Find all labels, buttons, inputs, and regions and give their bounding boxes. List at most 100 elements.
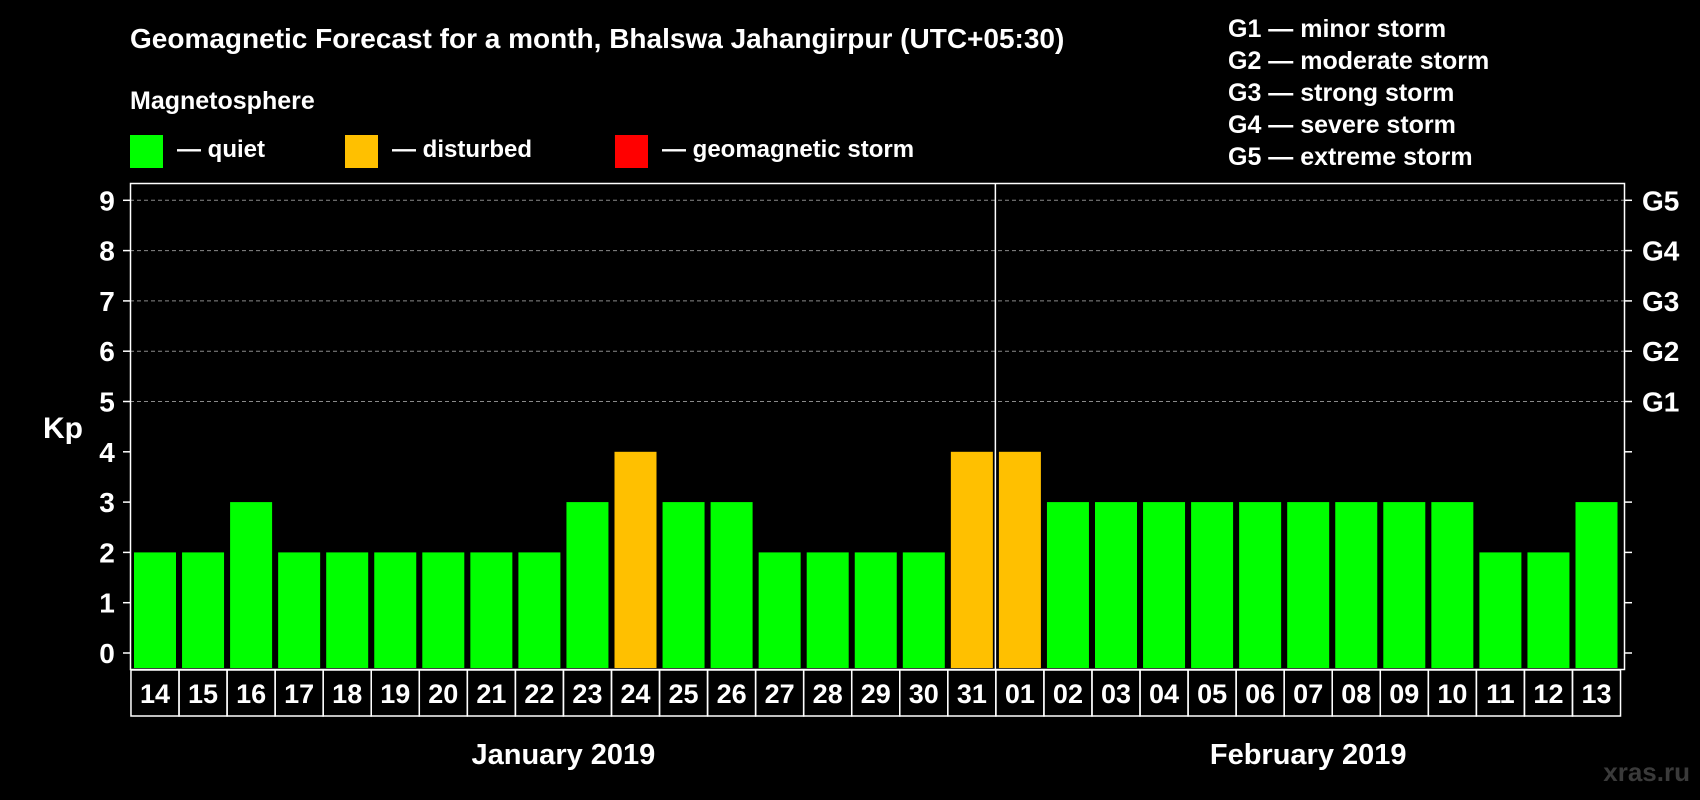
x-tick-label-08-25: 08 [1341, 679, 1371, 709]
bars [134, 451, 1618, 668]
x-tick-label-18-4: 18 [332, 679, 362, 709]
bar-day-26-12 [710, 502, 753, 668]
x-tick-label-03-20: 03 [1101, 679, 1131, 709]
x-tick-label-15-1: 15 [188, 679, 218, 709]
bar-day-10-27 [1431, 502, 1474, 668]
x-tick-label-25-11: 25 [669, 679, 699, 709]
x-tick-label-23-9: 23 [572, 679, 602, 709]
legend-label-quiet: — quiet [177, 136, 265, 163]
bar-day-11-28 [1479, 552, 1522, 668]
bar-day-09-26 [1383, 502, 1426, 668]
bar-day-07-24 [1287, 502, 1330, 668]
x-tick-cell-30 [1571, 669, 1622, 717]
bar-day-22-8 [518, 552, 561, 668]
storm-level-axis: G1 G2 G3 G4 G5 [1625, 185, 1680, 654]
bar-day-21-7 [470, 552, 513, 668]
y-axis-label: Kp [43, 412, 83, 445]
x-tick-label-02-19: 02 [1053, 679, 1083, 709]
x-tick-label-16-2: 16 [236, 679, 266, 709]
y-tick-label-9: 9 [99, 185, 115, 216]
bar-day-03-20 [1095, 502, 1137, 668]
legend: — quiet — disturbed — geomagnetic storm [130, 135, 914, 168]
bar-day-19-5 [374, 552, 417, 668]
x-axis: 14 15 16 17 18 19 20 21 22 23 24 25 26 27 28 29 30 31 01 02… [130, 669, 1622, 717]
legend-swatch-disturbed [345, 135, 378, 168]
bar-day-06-23 [1239, 502, 1282, 668]
bar-day-15-1 [182, 552, 225, 668]
storm-level-label-g3: G3 [1642, 286, 1679, 317]
x-tick-label-26-12: 26 [717, 679, 747, 709]
bar-day-17-3 [278, 552, 321, 668]
x-tick-label-09-26: 09 [1389, 679, 1419, 709]
x-tick-label-04-21: 04 [1149, 679, 1179, 709]
month-label-1: February 2019 [1210, 739, 1407, 771]
y-tick-label-7: 7 [99, 286, 115, 317]
y-tick-label-6: 6 [99, 336, 115, 367]
x-tick-label-29-15: 29 [861, 679, 891, 709]
bar-day-25-11 [662, 502, 705, 668]
storm-description-g5: G5 — extreme storm [1228, 143, 1473, 171]
bar-day-04-21 [1143, 502, 1186, 668]
x-tick-label-01-18: 01 [1005, 679, 1035, 709]
y-tick-label-5: 5 [99, 387, 115, 418]
bar-day-05-22 [1191, 502, 1234, 668]
y-tick-label-2: 2 [99, 537, 115, 568]
legend-swatch-storm [615, 135, 648, 168]
month-label-0: January 2019 [472, 739, 656, 771]
storm-level-label-g1: G1 [1642, 387, 1679, 418]
storm-description-g1: G1 — minor storm [1228, 15, 1446, 43]
x-tick-label-17-3: 17 [284, 679, 314, 709]
bar-day-01-18 [998, 451, 1041, 668]
grid-lines [130, 199, 1625, 402]
x-tick-label-21-7: 21 [476, 679, 506, 709]
x-tick-label-30-16: 30 [909, 679, 939, 709]
bar-day-18-4 [326, 552, 369, 668]
storm-level-label-g4: G4 [1642, 236, 1680, 267]
watermark: xras.ru [1603, 757, 1690, 787]
x-tick-label-27-13: 27 [765, 679, 795, 709]
y-tick-label-3: 3 [99, 487, 115, 518]
legend-swatch-quiet [130, 135, 163, 168]
x-tick-label-11-28: 11 [1486, 679, 1515, 709]
bar-day-13-30 [1575, 502, 1618, 668]
x-tick-label-05-22: 05 [1197, 679, 1227, 709]
x-tick-label-10-27: 10 [1437, 679, 1467, 709]
y-axis: 0 1 2 3 4 5 6 7 8 9 [99, 185, 130, 669]
y-tick-label-4: 4 [99, 437, 115, 468]
bar-day-30-16 [902, 552, 945, 668]
storm-description-g4: G4 — severe storm [1228, 111, 1456, 139]
bar-day-20-6 [422, 552, 465, 668]
x-tick-label-07-24: 07 [1293, 679, 1323, 709]
storm-scale-descriptions: G1 — minor storm G2 — moderate storm G3 — … [1228, 15, 1489, 171]
storm-description-g2: G2 — moderate storm [1228, 47, 1489, 75]
y-tick-label-1: 1 [99, 588, 115, 619]
x-tick-label-12-29: 12 [1533, 679, 1563, 709]
storm-level-label-g5: G5 [1642, 185, 1679, 216]
bar-day-02-19 [1046, 502, 1089, 668]
bar-day-16-2 [230, 502, 273, 668]
x-tick-label-20-6: 20 [428, 679, 458, 709]
y-tick-label-8: 8 [99, 236, 115, 267]
x-tick-label-13-30: 13 [1581, 679, 1611, 709]
x-tick-label-19-5: 19 [380, 679, 410, 709]
bar-day-29-15 [854, 552, 897, 668]
bar-day-31-17 [950, 451, 993, 668]
storm-description-g3: G3 — strong storm [1228, 79, 1454, 107]
x-tick-label-24-10: 24 [620, 679, 650, 709]
x-tick-label-14-0: 14 [140, 679, 170, 709]
bar-day-23-9 [566, 502, 609, 668]
bar-day-28-14 [806, 552, 849, 668]
y-tick-label-0: 0 [99, 638, 115, 669]
x-tick-label-06-23: 06 [1245, 679, 1275, 709]
x-tick-label-31-17: 31 [957, 679, 987, 709]
bar-day-08-25 [1335, 502, 1378, 668]
month-labels: January 2019 February 2019 [472, 739, 1407, 771]
bar-day-14-0 [134, 552, 176, 668]
legend-heading: Magnetosphere [130, 87, 315, 115]
bar-day-24-10 [614, 451, 657, 668]
bar-day-27-13 [758, 552, 801, 668]
bar-day-12-29 [1527, 552, 1570, 668]
legend-label-storm: — geomagnetic storm [662, 136, 914, 163]
chart-title: Geomagnetic Forecast for a month, Bhalsw… [130, 23, 1064, 54]
